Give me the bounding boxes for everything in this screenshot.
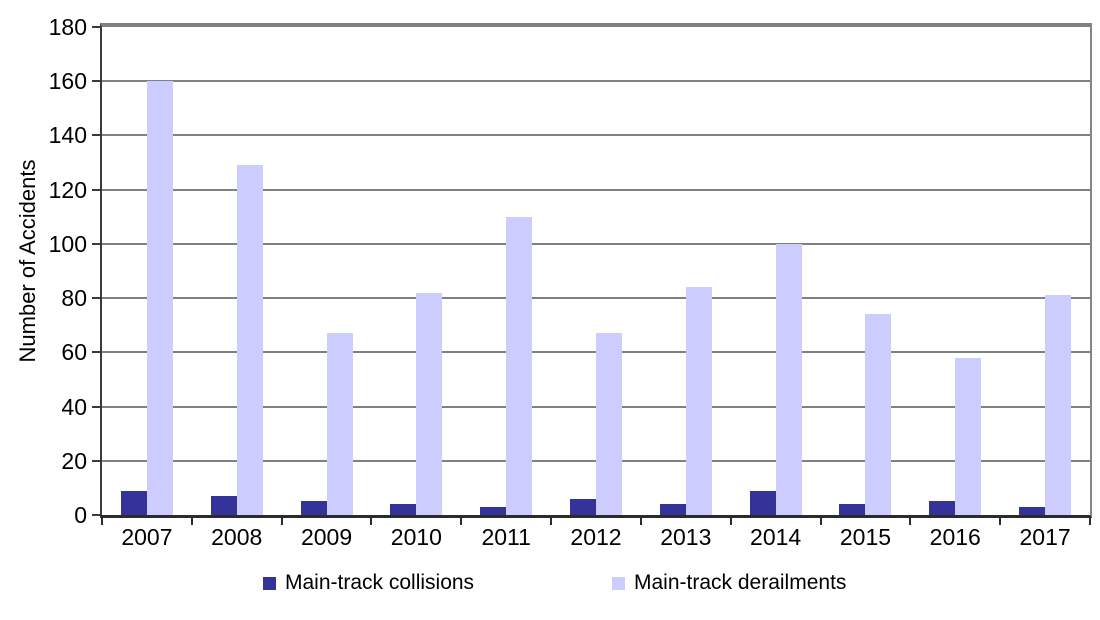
x-axis-tick [639, 518, 642, 525]
gridline [102, 297, 1090, 300]
legend-swatch-collisions [263, 576, 276, 590]
bar-derailments [236, 165, 263, 515]
y-axis-tick [92, 514, 101, 516]
y-axis-tick-label: 100 [48, 230, 87, 257]
y-axis-tick-label: 120 [48, 176, 87, 203]
bar-derailments [326, 333, 353, 515]
x-axis-tick [550, 518, 553, 525]
x-axis-tick-label: 2011 [481, 524, 531, 550]
gridline [102, 80, 1090, 83]
x-axis-tick-label: 2015 [839, 524, 892, 550]
x-axis-tick [280, 518, 283, 525]
y-axis-tick-label: 0 [74, 502, 87, 528]
bar-derailments [685, 287, 712, 515]
y-axis-tick [92, 351, 101, 354]
bar-collisions [1019, 506, 1046, 515]
bar-derailments [865, 314, 892, 515]
y-axis-tick [92, 405, 101, 408]
x-axis-tick [909, 518, 912, 525]
x-axis-tick [370, 518, 373, 525]
bar-derailments [506, 216, 533, 515]
legend-swatch-derailments [612, 576, 625, 590]
y-axis-tick [92, 80, 101, 83]
bar-collisions [570, 498, 596, 515]
bar-collisions [839, 504, 866, 515]
x-axis-tick [101, 518, 103, 525]
y-axis-tick-label: 60 [61, 339, 87, 366]
bar-derailments [1045, 295, 1072, 515]
bar-collisions [929, 501, 956, 515]
bars [102, 27, 1090, 515]
legend-item-derailments: Main-track derailments [612, 570, 846, 596]
y-axis-tick [92, 459, 101, 462]
y-axis-tick [92, 188, 101, 191]
y-axis-tick-label: 140 [48, 122, 87, 149]
x-axis-tick-label: 2007 [121, 524, 173, 550]
x-axis-tick [999, 518, 1002, 525]
y-axis-tick [92, 297, 101, 300]
legend-label-derailments: Main-track derailments [634, 571, 847, 594]
gridline [102, 134, 1090, 137]
x-axis-tick-label: 2014 [750, 524, 802, 550]
legend-label-collisions: Main-track collisions [285, 571, 475, 594]
x-axis-tick-label: 2013 [660, 524, 712, 550]
plot-area [100, 23, 1092, 518]
x-axis-tick [460, 518, 463, 525]
bar-collisions [120, 490, 147, 515]
bar-derailments [596, 333, 622, 515]
y-axis-tick-label: 20 [61, 447, 87, 474]
bar-collisions [390, 504, 417, 515]
x-axis-tick [729, 518, 732, 525]
bar-collisions [659, 504, 686, 515]
y-axis-tick-label: 180 [48, 14, 87, 40]
x-axis-tick-label: 2012 [570, 524, 622, 550]
legend-item-collisions: Main-track collisions [263, 570, 474, 596]
bar-collisions [480, 506, 507, 515]
bar-collisions [749, 490, 776, 515]
y-axis-tick-label: 40 [61, 393, 87, 420]
bar-derailments [955, 357, 982, 515]
x-axis-tick-label: 2010 [390, 524, 442, 550]
bar-collisions [300, 501, 327, 515]
y-axis-tick-label: 160 [48, 68, 87, 95]
y-axis-tick [92, 134, 101, 137]
x-axis-tick [1089, 518, 1091, 525]
x-axis-tick-label: 2008 [211, 524, 263, 550]
bar-derailments [775, 243, 802, 515]
x-axis-tick-label: 2009 [300, 524, 353, 550]
x-axis-tick [190, 518, 193, 525]
y-axis-tick [92, 26, 101, 28]
bar-derailments [416, 292, 443, 515]
y-axis-tick [92, 242, 101, 245]
x-axis-tick [819, 518, 822, 525]
x-axis-tick-label: 2017 [1019, 524, 1071, 550]
gridline [102, 188, 1090, 191]
x-axis-tick-label: 2016 [929, 524, 981, 550]
gridline [102, 242, 1090, 245]
bar-derailments [146, 81, 173, 515]
y-axis-tick-label: 80 [61, 285, 87, 312]
bar-collisions [210, 496, 237, 515]
